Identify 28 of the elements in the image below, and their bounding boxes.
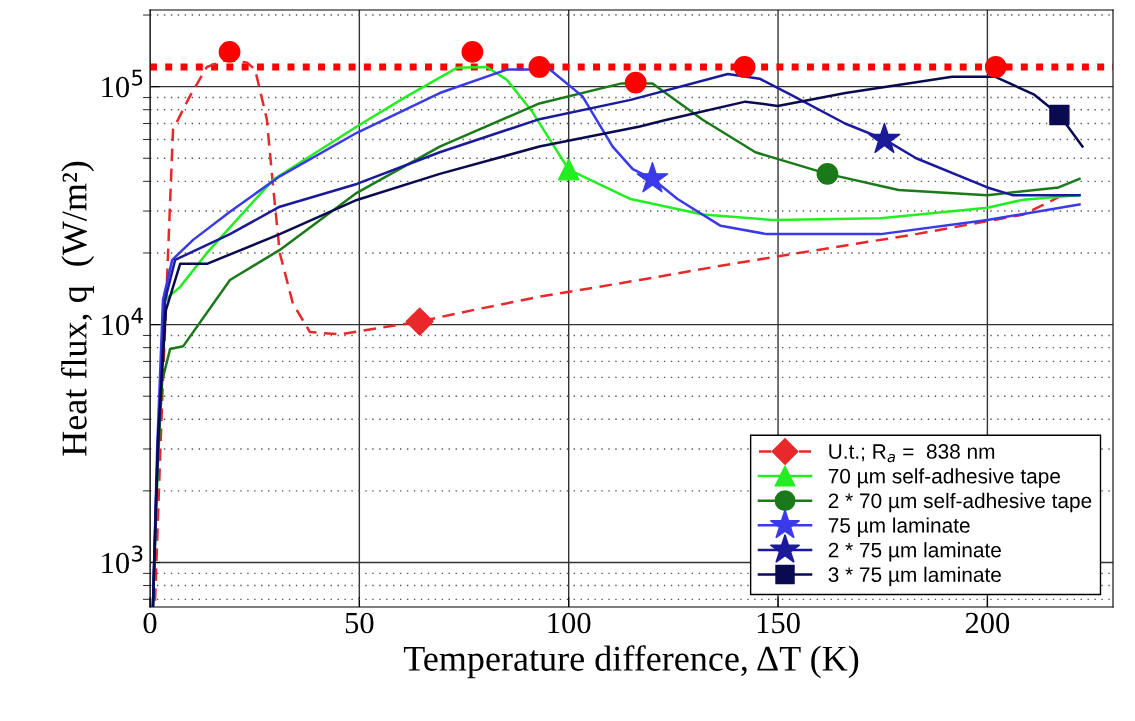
legend-label: 3 * 75 µm laminate xyxy=(828,566,1001,587)
point xyxy=(733,56,756,78)
point xyxy=(636,162,669,193)
point xyxy=(528,56,551,78)
legend-label: 2 * 75 µm laminate xyxy=(828,542,1001,562)
point xyxy=(624,71,647,94)
legend-label: 2 * 70 µm self-adhesive tape xyxy=(828,492,1092,513)
x-tick-label: 150 xyxy=(757,612,800,634)
x-tick-label: 200 xyxy=(965,612,1010,634)
legend-label: 75 µm laminate xyxy=(828,517,970,537)
point xyxy=(557,158,580,181)
point xyxy=(816,162,839,185)
point xyxy=(868,122,901,154)
legend-label: U.t.; R$_{a}$ = 838 nm xyxy=(829,444,995,463)
y-axis-title: Heat flux, q (W/m²) xyxy=(60,161,95,456)
y-tick-label: 10$^{3}$ xyxy=(102,545,143,574)
point xyxy=(1049,104,1070,126)
point xyxy=(218,41,241,63)
point xyxy=(461,41,484,63)
x-tick-label: 100 xyxy=(548,612,591,634)
point xyxy=(405,307,434,336)
x-tick-label: 50 xyxy=(345,612,374,634)
point xyxy=(984,56,1007,78)
y-tick-label: 10$^{5}$ xyxy=(102,69,143,98)
legend-label: 70 µm self-adhesive tape xyxy=(828,468,1060,488)
x-tick-label: 0 xyxy=(143,612,157,634)
y-tick-label: 10$^{4}$ xyxy=(102,307,143,336)
x-axis-title: Temperature difference, ΔT (K) xyxy=(403,645,859,679)
